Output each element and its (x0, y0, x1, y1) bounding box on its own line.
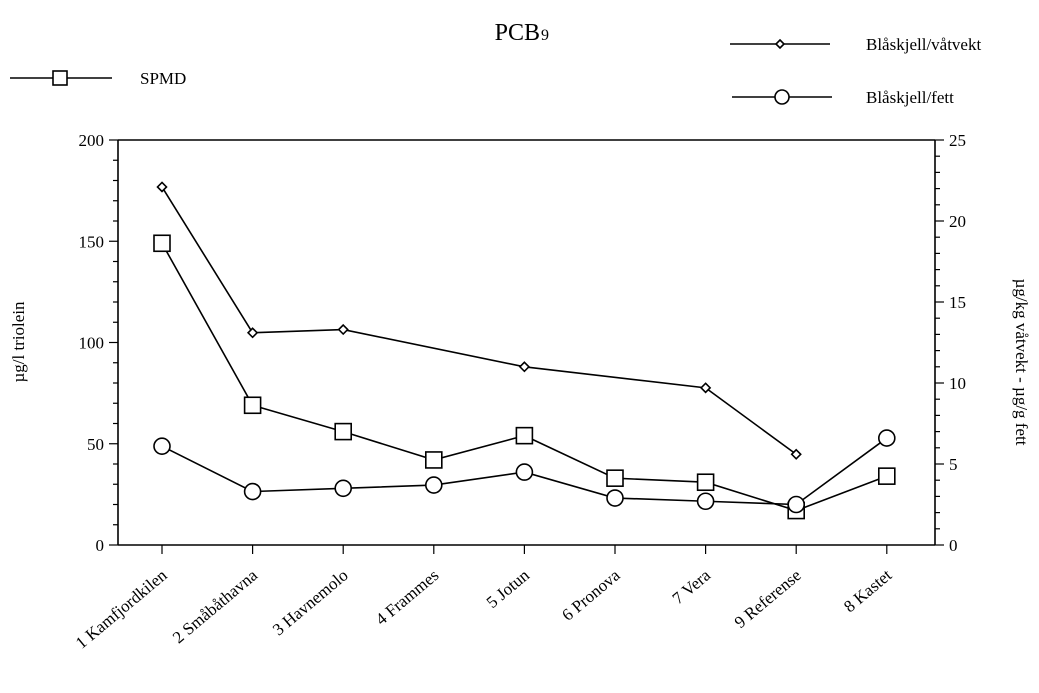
data-point-blaskjell-fett (696, 492, 715, 511)
data-point-spmd (243, 396, 262, 415)
data-point-spmd (696, 473, 715, 492)
legend-item-spmd: SPMD (10, 69, 186, 88)
data-point-blaskjell-fett (877, 429, 896, 447)
left-tick-label: 50 (87, 435, 104, 454)
data-point-blaskjell-fett (515, 463, 534, 481)
left-axis-ticks: 0 50 100 150 200 (79, 131, 118, 555)
category-label-3-havnemolo: 3 Havnemolo (269, 566, 352, 640)
data-point-blaskjell-fett (153, 437, 171, 455)
data-point-blaskjell-vatvekt (699, 382, 712, 394)
legend-marker-spmd (52, 70, 68, 86)
data-point-blaskjell-fett (606, 489, 624, 507)
series-line-blaskjell-vatvekt (161, 186, 797, 455)
series-layer (153, 181, 896, 520)
category-label-6-pronova: 6 Pronova (558, 565, 624, 624)
left-axis-label: µg/l triolein (9, 301, 28, 383)
legend-label-blaskjell-fett: Blåskjell/fett (866, 88, 954, 107)
series-blaskjell-fett (153, 429, 896, 514)
category-label-2-smabathavna: 2 Småbåthavna (169, 565, 261, 647)
right-axis-ticks: 0 5 10 15 20 25 (935, 131, 966, 555)
data-point-spmd (877, 467, 896, 485)
right-tick-label: 20 (949, 212, 966, 231)
series-spmd (153, 234, 896, 520)
legend: SPMD Blåskjell/våtvekt Blåskjell/fett (10, 35, 981, 107)
data-point-blaskjell-vatvekt (156, 181, 168, 193)
data-point-blaskjell-vatvekt (337, 323, 349, 336)
left-tick-label: 150 (79, 232, 105, 251)
data-point-blaskjell-fett (334, 479, 353, 498)
data-point-spmd (515, 426, 534, 445)
chart-title-main: PCB (495, 20, 540, 46)
right-axis-label: µg/kg våtvekt - µg/g fett (1012, 279, 1031, 446)
data-point-blaskjell-fett (243, 482, 262, 501)
chart-title: PCB (495, 20, 540, 46)
category-label-5-jotun: 5 Jotun (483, 565, 534, 612)
legend-label-blaskjell-vatvekt: Blåskjell/våtvekt (866, 35, 981, 54)
category-label-9-referense: 9 Referense (731, 566, 805, 632)
legend-item-blaskjell-vatvekt: Blåskjell/våtvekt (730, 35, 981, 54)
data-point-blaskjell-vatvekt (790, 448, 802, 460)
series-blaskjell-vatvekt (156, 181, 802, 460)
chart-title-subscript: 9 (541, 27, 549, 44)
left-tick-label: 0 (96, 536, 105, 555)
category-label-4-frammes: 4 Frammes (372, 566, 442, 629)
data-point-spmd (424, 451, 443, 469)
left-tick-label: 200 (79, 131, 105, 150)
category-label-7-vera: 7 Vera (669, 565, 715, 608)
left-tick-label: 100 (79, 334, 105, 353)
legend-item-blaskjell-fett: Blåskjell/fett (732, 88, 954, 107)
legend-label-spmd: SPMD (140, 69, 186, 88)
data-point-blaskjell-fett (424, 476, 443, 494)
data-point-blaskjell-vatvekt (246, 327, 259, 339)
data-point-blaskjell-fett (787, 495, 806, 514)
data-point-spmd (606, 469, 624, 487)
right-tick-label: 0 (949, 536, 958, 555)
right-tick-label: 25 (949, 131, 966, 150)
data-point-blaskjell-vatvekt (518, 361, 531, 373)
right-tick-label: 5 (949, 455, 958, 474)
data-point-spmd (334, 422, 353, 441)
legend-marker-blaskjell-fett (774, 89, 790, 105)
data-point-spmd (153, 234, 171, 253)
legend-marker-blaskjell-vatvekt (774, 38, 786, 50)
category-label-8-kastet: 8 Kastet (840, 565, 895, 616)
right-tick-label: 15 (949, 293, 966, 312)
right-tick-label: 10 (949, 374, 966, 393)
category-label-1-kamfjordkilen: 1 Kamfjordkilen (72, 565, 171, 652)
axes (117, 139, 936, 546)
